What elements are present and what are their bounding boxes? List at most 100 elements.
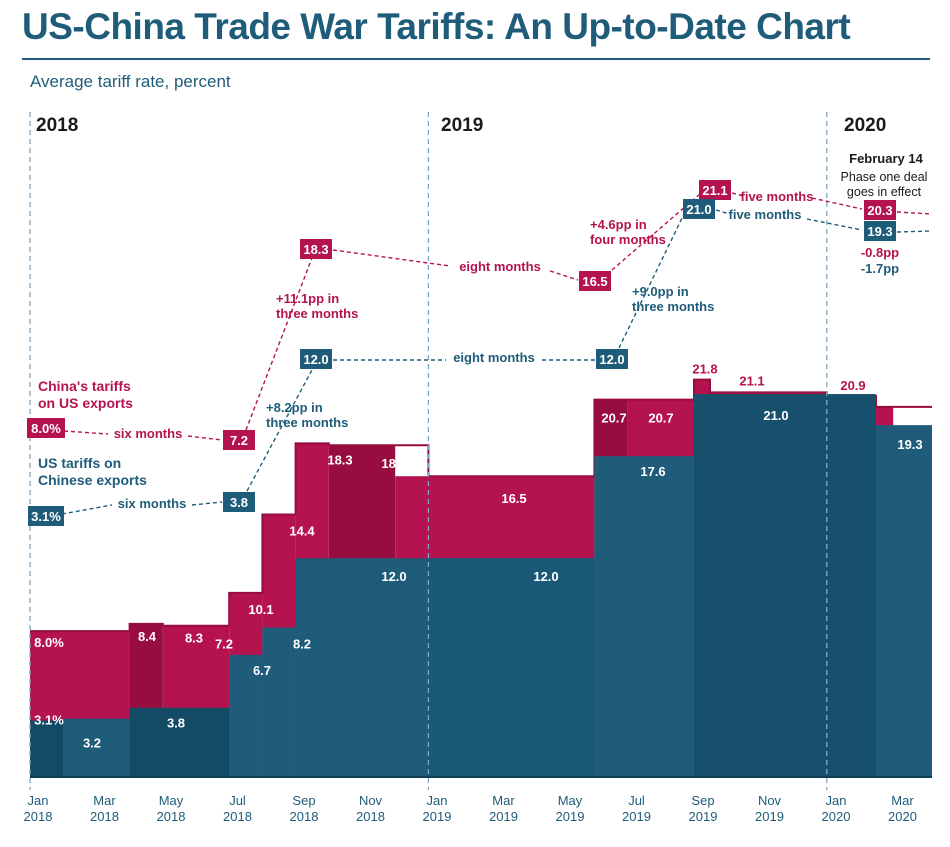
us-value-label: 3.2	[83, 735, 101, 750]
x-tick-month: Mar	[93, 793, 116, 808]
x-tick-year: 2018	[223, 809, 252, 824]
china-interval-label: eight months	[459, 259, 541, 274]
us-value-label: 21.0	[763, 408, 788, 423]
year-label: 2020	[844, 115, 886, 136]
x-tick-year: 2018	[24, 809, 53, 824]
x-tick-month: Mar	[492, 793, 515, 808]
x-tick-year: 2019	[755, 809, 784, 824]
x-tick-year: 2019	[622, 809, 651, 824]
event-text: Phase one deal goes in effect	[841, 170, 928, 199]
china-point-label: 8.0%	[31, 421, 61, 436]
us-value-label: 3.1%	[34, 712, 64, 727]
us-bar	[262, 627, 296, 777]
china-point-label: 20.3	[867, 203, 892, 218]
us-change-label: -1.7pp	[861, 261, 899, 276]
us-bar	[30, 720, 64, 777]
us-value-label: 3.8	[167, 716, 185, 731]
china-value-label: 8.0%	[34, 635, 64, 650]
china-value-label: 21.8	[692, 362, 717, 377]
china-timeline-line	[332, 249, 451, 267]
china-point-label-box	[300, 239, 332, 259]
us-value-label: 6.7	[253, 663, 271, 678]
x-tick-month: Jul	[229, 793, 246, 808]
us-value-label: 17.6	[640, 464, 665, 479]
y-axis-label: Average tariff rate, percent	[30, 72, 231, 91]
china-point-label: 7.2	[230, 433, 248, 448]
china-change-label: -0.8pp	[861, 245, 899, 260]
china-point-label-box	[27, 418, 65, 438]
us-point-label: 19.3	[867, 224, 892, 239]
us-timeline-line	[715, 209, 731, 215]
us-timeline-line	[806, 218, 863, 231]
china-timeline-line	[245, 257, 313, 431]
x-tick-month: Jul	[628, 793, 645, 808]
china-series-label: China's tariffs on US exports	[38, 378, 133, 411]
china-point-label: 21.1	[702, 183, 727, 198]
china-value-label: 21.1	[739, 373, 764, 388]
us-point-label-box	[864, 221, 896, 241]
china-timeline-line	[549, 270, 579, 281]
x-tick-year: 2020	[822, 809, 851, 824]
us-bar	[594, 456, 694, 777]
china-value-label: 20.3	[897, 411, 922, 426]
x-tick-year: 2019	[689, 809, 718, 824]
china-outline	[30, 378, 932, 633]
china-point-label: 18.3	[303, 242, 328, 257]
us-point-label: 21.0	[686, 202, 711, 217]
china-value-label: 10.1	[248, 602, 273, 617]
china-value-label: 20.7	[648, 411, 673, 426]
us-timeline-line	[246, 369, 313, 492]
us-interval-label: +8.2pp in three months	[266, 400, 348, 430]
us-point-label-box	[300, 349, 332, 369]
us-value-label: 19.3	[897, 437, 922, 452]
us-bar	[63, 718, 130, 777]
us-point-label-box	[683, 199, 715, 219]
us-point-label: 12.0	[599, 352, 624, 367]
us-bar	[129, 707, 230, 777]
china-value-label: 18.2	[381, 456, 406, 471]
us-timeline-line	[191, 501, 223, 506]
china-point-label-box	[699, 180, 731, 200]
china-timeline-line	[896, 211, 933, 215]
year-label: 2018	[36, 115, 78, 136]
china-value-label: 16.5	[501, 491, 526, 506]
title-rule	[22, 58, 930, 60]
us-bar	[876, 425, 932, 777]
us-interval-label: six months	[118, 496, 187, 511]
us-bar	[694, 394, 876, 777]
china-value-label: 8.3	[185, 631, 203, 646]
us-point-label: 3.1%	[31, 509, 61, 524]
china-value-label: 14.4	[289, 523, 315, 538]
x-tick-year: 2018	[356, 809, 385, 824]
us-point-label: 12.0	[303, 352, 328, 367]
x-tick-year: 2019	[489, 809, 518, 824]
x-tick-month: Jan	[826, 793, 847, 808]
us-series-label: US tariffs on Chinese exports	[38, 455, 147, 488]
china-point-label-box	[223, 430, 255, 450]
china-value-label: 20.7	[601, 411, 626, 426]
x-tick-month: Sep	[691, 793, 714, 808]
china-interval-label: +4.6pp in four months	[590, 217, 666, 247]
us-point-label: 3.8	[230, 495, 248, 510]
us-interval-label: +9.0pp in three months	[632, 284, 714, 314]
us-bar	[428, 558, 595, 777]
us-value-label: 12.0	[533, 569, 558, 584]
china-interval-label: six months	[114, 426, 183, 441]
us-point-label-box	[223, 492, 255, 512]
china-value-label: 8.4	[138, 629, 157, 644]
x-tick-month: Mar	[891, 793, 914, 808]
chart-title: US-China Trade War Tariffs: An Up-to-Dat…	[22, 6, 851, 47]
x-tick-month: Sep	[292, 793, 315, 808]
china-point-label-box	[579, 271, 611, 291]
x-tick-year: 2019	[423, 809, 452, 824]
x-tick-month: Jan	[28, 793, 49, 808]
x-tick-month: May	[159, 793, 184, 808]
us-point-label-box	[596, 349, 628, 369]
china-timeline-line	[731, 192, 744, 197]
us-timeline-line	[896, 230, 933, 233]
china-value-label: 18.3	[327, 452, 352, 467]
us-value-label: 12.0	[381, 569, 406, 584]
china-point-label-box	[864, 200, 896, 220]
china-timeline-line	[811, 197, 863, 210]
